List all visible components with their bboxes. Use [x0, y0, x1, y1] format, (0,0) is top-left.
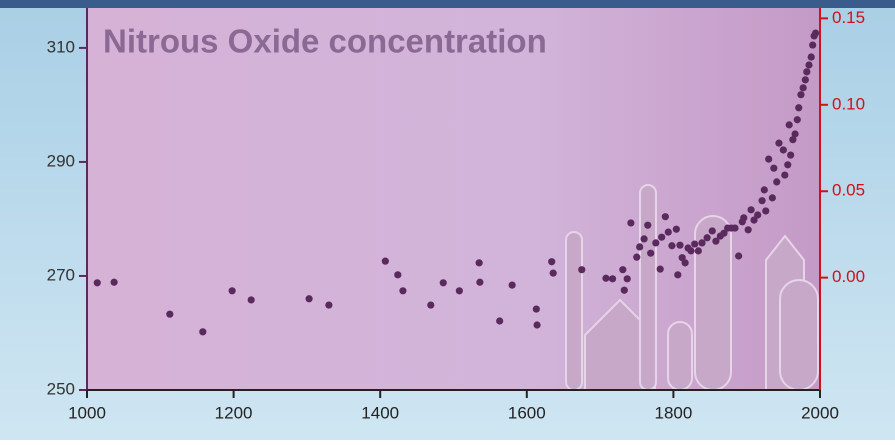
y-tick-label: 270	[47, 265, 75, 284]
point	[658, 234, 665, 241]
point	[248, 296, 255, 303]
point	[780, 146, 787, 153]
point	[657, 266, 664, 273]
x-tick-label: 1200	[215, 403, 253, 422]
point	[199, 328, 206, 335]
point	[624, 275, 631, 282]
point	[687, 247, 694, 254]
point	[682, 259, 689, 266]
point	[382, 258, 389, 265]
point	[709, 227, 716, 234]
point	[644, 222, 651, 229]
point	[305, 295, 312, 302]
point	[747, 206, 754, 213]
point	[533, 305, 540, 312]
point	[745, 226, 752, 233]
point	[735, 252, 742, 259]
point	[704, 234, 711, 241]
point	[496, 317, 503, 324]
point	[773, 178, 780, 185]
y-tick-label: 290	[47, 151, 75, 170]
point	[394, 271, 401, 278]
point	[548, 258, 555, 265]
point	[698, 239, 705, 246]
x-tick-label: 1600	[508, 403, 546, 422]
point	[740, 214, 747, 221]
point	[808, 53, 815, 60]
point	[602, 275, 609, 282]
point	[440, 279, 447, 286]
point	[784, 161, 791, 168]
point	[229, 287, 236, 294]
x-tick-label: 1400	[361, 403, 399, 422]
point	[647, 250, 654, 257]
point	[665, 228, 672, 235]
point	[731, 224, 738, 231]
point	[758, 197, 765, 204]
point	[769, 194, 776, 201]
x-tick-label: 1000	[68, 403, 106, 422]
point	[668, 242, 675, 249]
point	[578, 266, 585, 273]
point	[794, 116, 801, 123]
point	[762, 207, 769, 214]
point	[797, 91, 804, 98]
point	[676, 242, 683, 249]
point	[533, 321, 540, 328]
point	[781, 171, 788, 178]
point	[621, 287, 628, 294]
point	[805, 61, 812, 68]
point	[636, 243, 643, 250]
y-tick-label: 310	[47, 37, 75, 56]
x-tick-label: 1800	[654, 403, 692, 422]
point	[674, 271, 681, 278]
x-tick-label: 2000	[801, 403, 839, 422]
point	[609, 275, 616, 282]
point	[765, 155, 772, 162]
point	[809, 41, 816, 48]
point	[802, 76, 809, 83]
point	[550, 270, 557, 277]
y2-tick-label: 0.05	[832, 181, 865, 200]
point	[800, 84, 807, 91]
point	[691, 240, 698, 247]
point	[787, 151, 794, 158]
point	[754, 211, 761, 218]
point	[476, 279, 483, 286]
point	[627, 219, 634, 226]
point	[791, 130, 798, 137]
point	[325, 301, 332, 308]
point	[761, 186, 768, 193]
point	[456, 287, 463, 294]
point	[803, 68, 810, 75]
point	[640, 235, 647, 242]
y-tick-label: 250	[47, 379, 75, 398]
point	[399, 287, 406, 294]
y2-tick-label: 0.15	[832, 8, 865, 27]
point	[94, 279, 101, 286]
point	[166, 311, 173, 318]
point	[786, 121, 793, 128]
point	[476, 259, 483, 266]
point	[695, 247, 702, 254]
point	[427, 301, 434, 308]
point	[509, 281, 516, 288]
point	[662, 213, 669, 220]
point	[633, 254, 640, 261]
chart-title: Nitrous Oxide concentration	[103, 23, 547, 60]
point	[111, 279, 118, 286]
point	[812, 29, 819, 36]
point	[673, 226, 680, 233]
header-band	[0, 0, 895, 8]
y2-tick-label: 0.00	[832, 267, 865, 286]
point	[652, 239, 659, 246]
point	[770, 165, 777, 172]
point	[775, 140, 782, 147]
chart: Nitrous Oxide concentration 250 270 290 310…	[0, 0, 895, 440]
y2-tick-label: 0.10	[832, 94, 865, 113]
point	[795, 104, 802, 111]
point	[619, 266, 626, 273]
